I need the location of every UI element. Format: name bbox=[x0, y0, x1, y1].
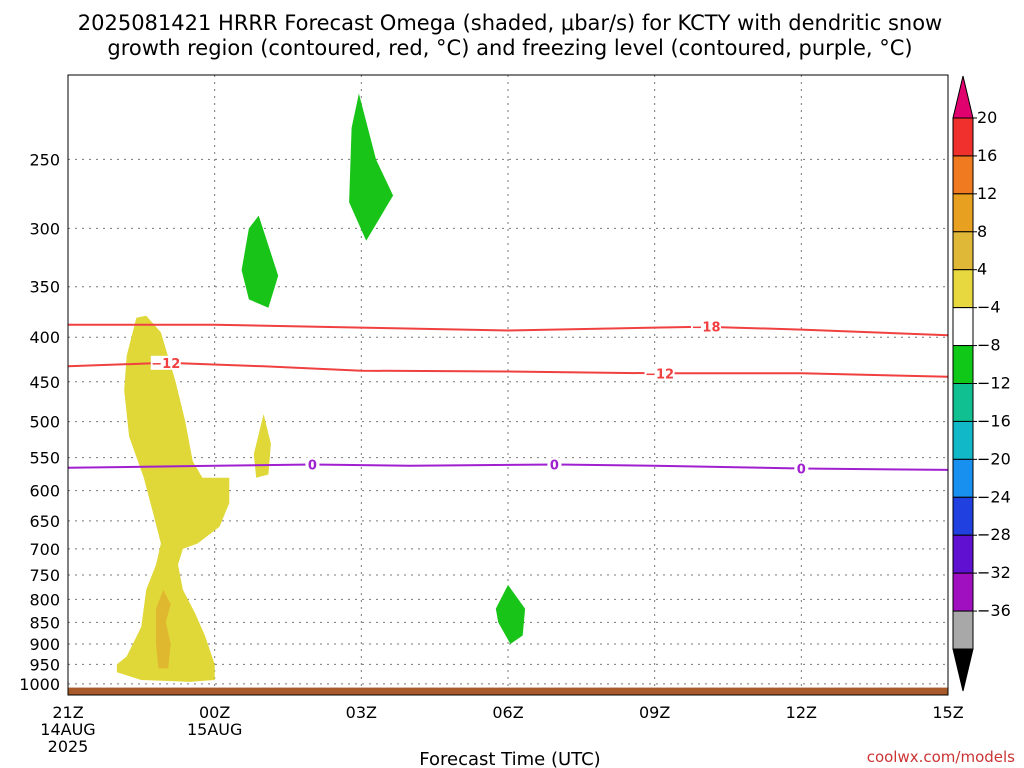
colorbar-bin bbox=[952, 231, 974, 271]
y-tick-label: 800 bbox=[29, 590, 60, 609]
omega-region bbox=[241, 215, 279, 308]
colorbar-label: −36 bbox=[977, 601, 1011, 620]
colorbar-bin bbox=[952, 383, 974, 422]
y-tick-label: 850 bbox=[29, 613, 60, 632]
colorbar-bin bbox=[952, 534, 974, 574]
grid bbox=[68, 75, 948, 695]
contour-label: 0 bbox=[308, 458, 317, 473]
contour-line bbox=[68, 463, 948, 471]
contour-label: 0 bbox=[797, 463, 806, 478]
y-tick-label: 1000 bbox=[19, 675, 60, 694]
x-tick-label: 00Z 15AUG bbox=[187, 703, 242, 739]
contour-label-bg bbox=[691, 319, 721, 334]
omega-region bbox=[349, 93, 394, 241]
plot-area: −18 −12 −12 0 0 0 bbox=[67, 74, 949, 696]
y-tick-label: 550 bbox=[29, 449, 60, 468]
x-tick-label: 09Z bbox=[639, 703, 670, 722]
y-axis-ticks: 250 300 350 400 450 500 550 600 650 700 750 800 850 9… bbox=[19, 150, 60, 693]
x-axis-label: Forecast Time (UTC) bbox=[419, 749, 600, 768]
y-tick-label: 450 bbox=[29, 373, 60, 392]
terrain-band bbox=[68, 687, 948, 695]
colorbar-label: −16 bbox=[977, 411, 1011, 430]
credit-text: coolwx.com/models bbox=[867, 748, 1015, 766]
y-tick-label: 350 bbox=[29, 278, 60, 297]
colorbar-label: 12 bbox=[977, 184, 997, 203]
chart-title-line-1: 2025081421 HRRR Forecast Omega (shaded, … bbox=[78, 11, 942, 35]
colorbar-label: −32 bbox=[977, 563, 1011, 582]
colorbar-label: −4 bbox=[977, 298, 1001, 317]
colorbar-label: 20 bbox=[977, 108, 997, 127]
y-tick-label: 300 bbox=[29, 219, 60, 238]
omega-shading bbox=[116, 93, 526, 682]
colorbar-bin bbox=[952, 572, 974, 612]
temperature-contours: −18 −12 −12 0 0 0 bbox=[68, 319, 948, 478]
contour-label: 0 bbox=[550, 459, 559, 474]
omega-region bbox=[156, 589, 171, 669]
x-tick-label: 06Z bbox=[492, 703, 523, 722]
contour-label: −18 bbox=[692, 321, 721, 336]
colorbar-bin bbox=[952, 458, 974, 498]
colorbar-bin bbox=[952, 345, 974, 385]
contour-label-bg bbox=[644, 366, 675, 381]
colorbar-bottom-arrow bbox=[952, 648, 974, 692]
contour-label: −12 bbox=[645, 367, 674, 382]
omega-region bbox=[495, 584, 526, 644]
colorbar-top-arrow bbox=[952, 75, 974, 119]
colorbar-label: −28 bbox=[977, 525, 1011, 544]
y-tick-label: 950 bbox=[29, 655, 60, 674]
contour-label: −12 bbox=[151, 357, 180, 372]
colorbar-label: −8 bbox=[977, 336, 1001, 355]
colorbar-label: −12 bbox=[977, 374, 1011, 393]
y-tick-label: 900 bbox=[29, 635, 60, 654]
contour-label-bg bbox=[150, 355, 181, 370]
x-axis-ticks: 21Z 14AUG 2025 00Z 15AUG 03Z 06Z 09Z 12Z 15Z bbox=[40, 703, 963, 756]
colorbar-bin bbox=[952, 117, 974, 157]
y-tick-label: 650 bbox=[29, 512, 60, 531]
omega-region bbox=[116, 315, 230, 682]
x-tick-label: 15Z bbox=[932, 703, 963, 722]
colorbar-bin bbox=[952, 193, 974, 233]
omega-region bbox=[253, 414, 271, 478]
colorbar-label: 8 bbox=[977, 222, 987, 241]
colorbar-bin bbox=[952, 420, 974, 460]
x-tick-label: 12Z bbox=[786, 703, 817, 722]
colorbar-bin bbox=[952, 496, 974, 536]
colorbar-label: −24 bbox=[977, 487, 1011, 506]
colorbar-label: 4 bbox=[977, 260, 987, 279]
colorbar-bin bbox=[952, 610, 974, 650]
x-tick-label: 21Z 14AUG 2025 bbox=[40, 703, 95, 756]
colorbar-label: 16 bbox=[977, 146, 997, 165]
contour-line bbox=[68, 323, 948, 337]
colorbar-label: −20 bbox=[977, 449, 1011, 468]
y-tick-label: 500 bbox=[29, 413, 60, 432]
colorbar-bin bbox=[952, 307, 974, 347]
contour-label-bg bbox=[794, 461, 809, 476]
x-tick-label: 03Z bbox=[346, 703, 377, 722]
chart-title-line-2: growth region (contoured, red, °C) and f… bbox=[107, 36, 912, 60]
y-tick-label: 600 bbox=[29, 482, 60, 501]
contour-line bbox=[68, 361, 948, 378]
contour-label-bg bbox=[305, 457, 320, 472]
colorbar-bin bbox=[952, 155, 974, 195]
y-tick-label: 750 bbox=[29, 566, 60, 585]
colorbar: 20 16 12 8 4 −4 −8 −12 −16 −20 −24 −28 −32 −36 bbox=[952, 75, 1011, 692]
colorbar-bin bbox=[952, 269, 974, 309]
y-tick-label: 700 bbox=[29, 540, 60, 559]
contour-label-bg bbox=[547, 457, 562, 472]
y-tick-label: 400 bbox=[29, 328, 60, 347]
y-tick-label: 250 bbox=[29, 150, 60, 169]
